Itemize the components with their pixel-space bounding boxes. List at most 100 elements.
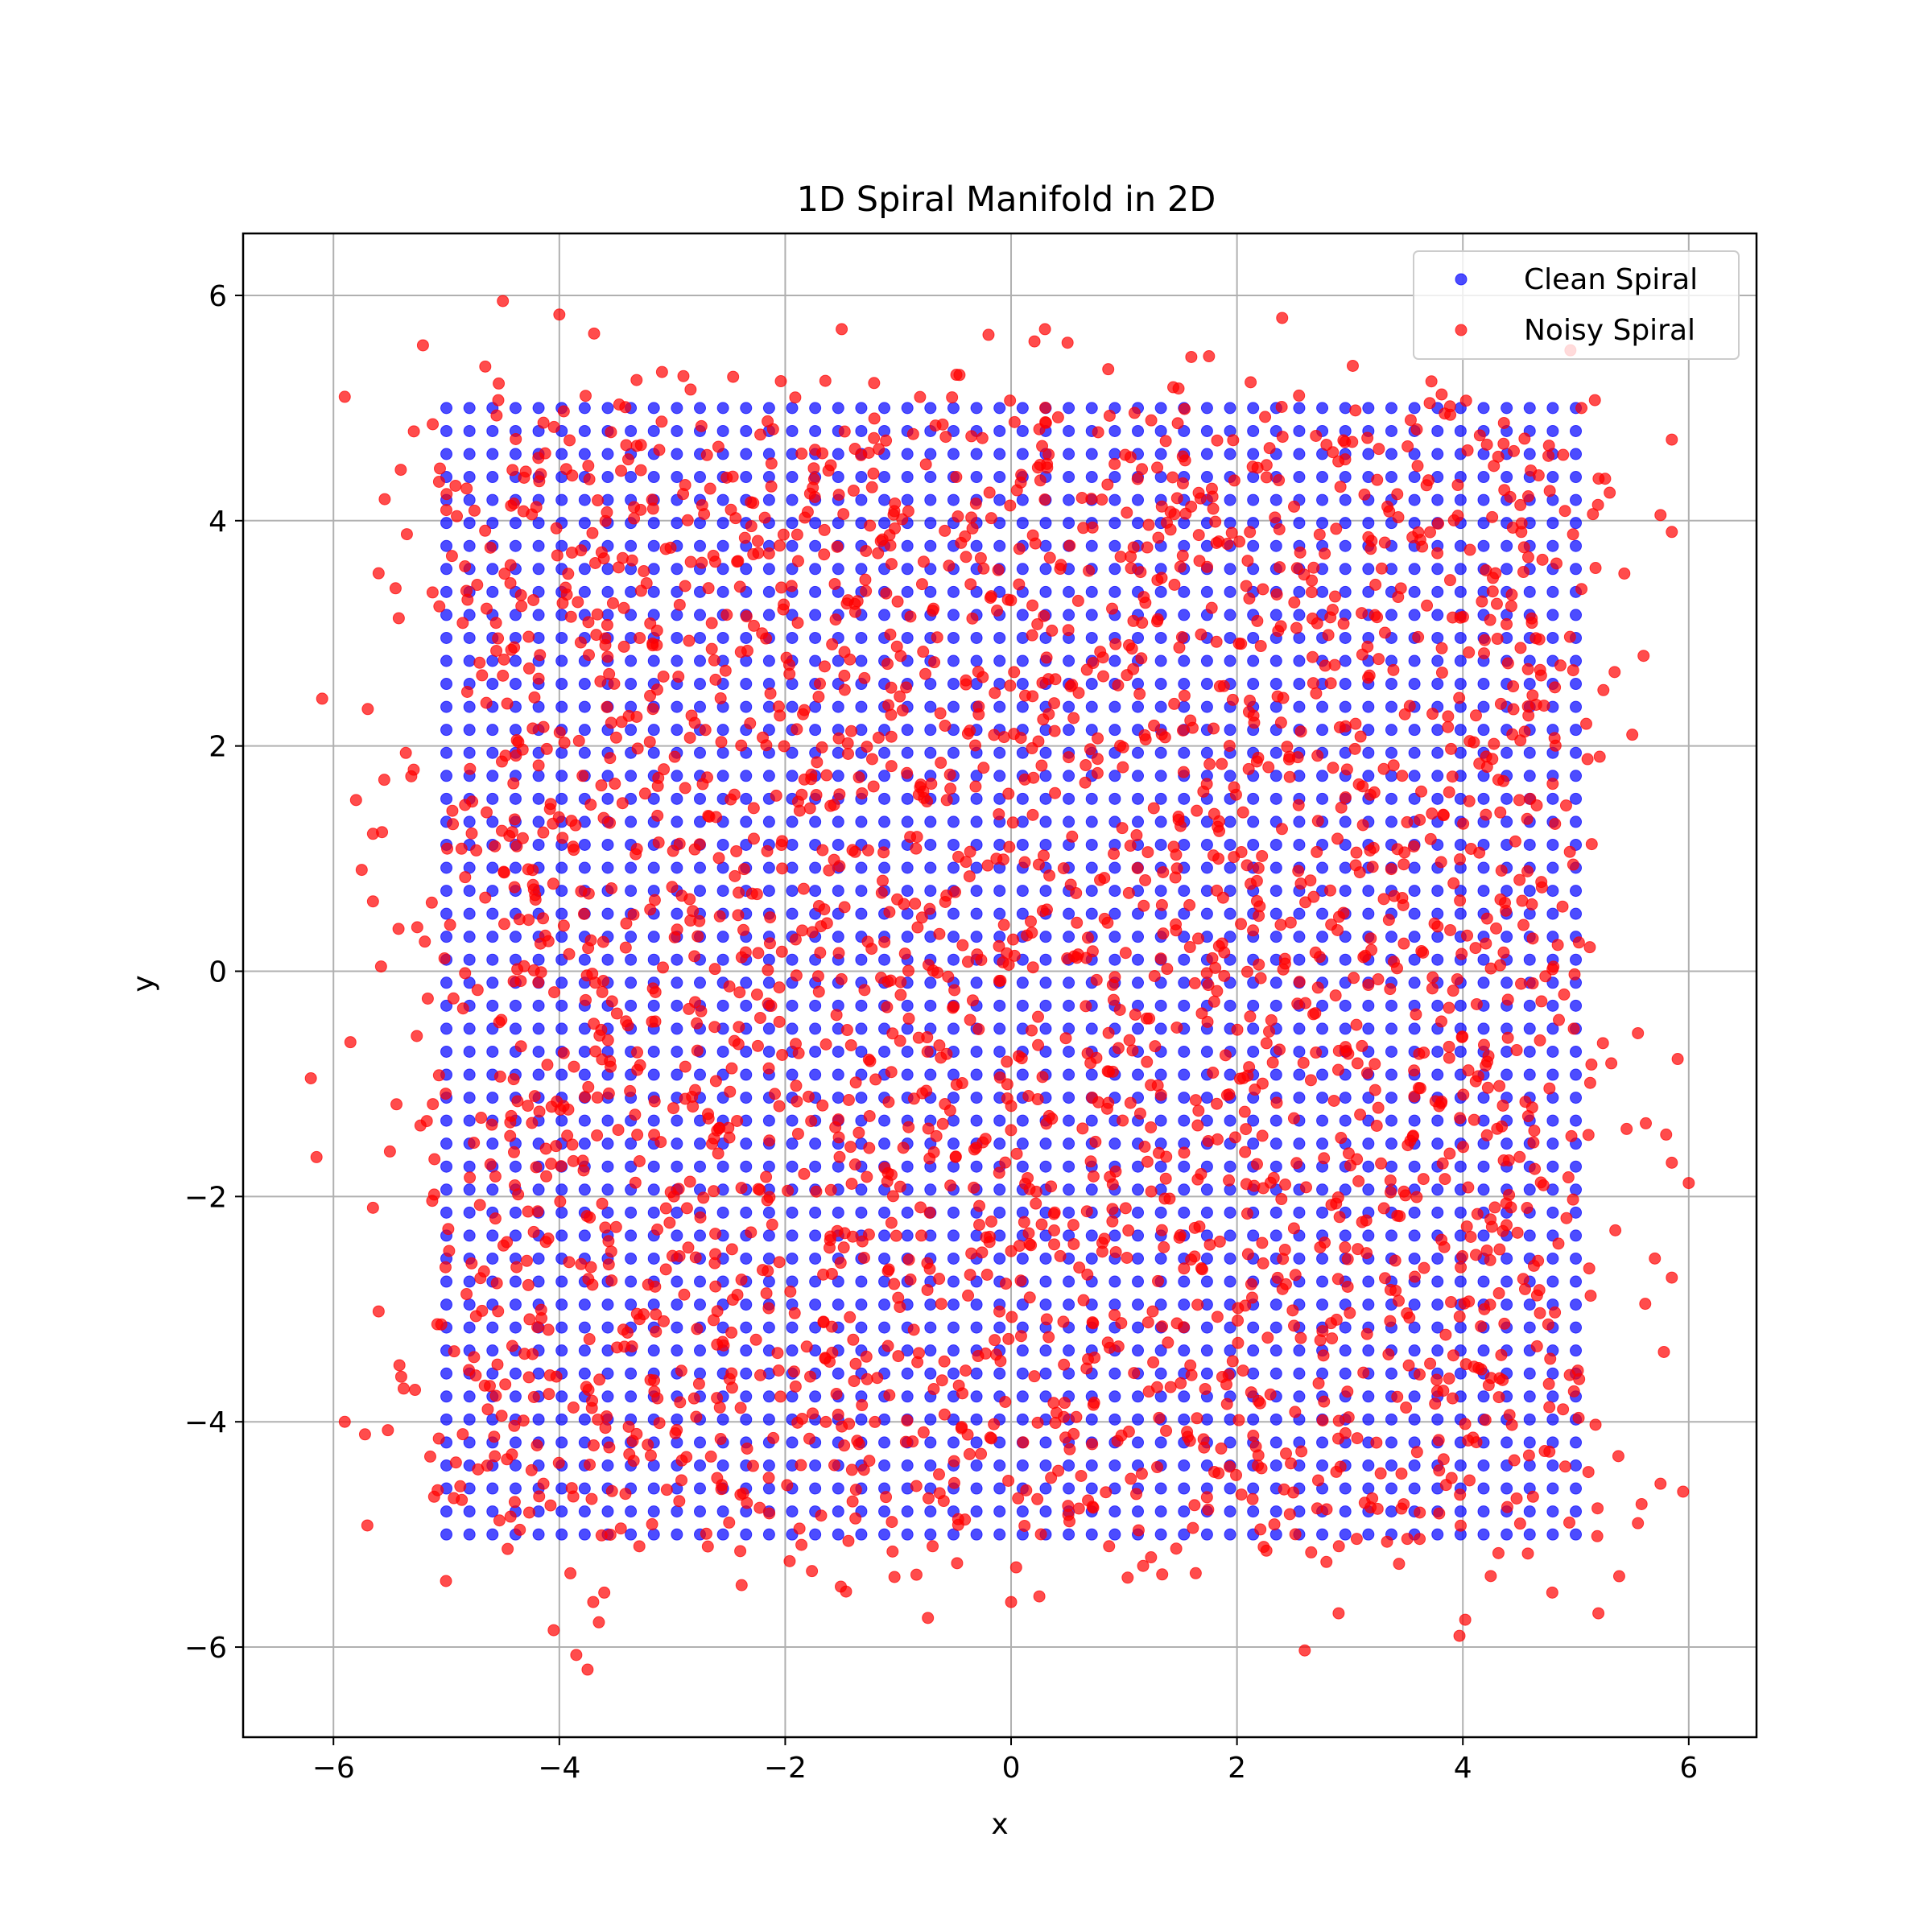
noisy-point bbox=[1098, 872, 1111, 885]
noisy-point bbox=[1233, 535, 1246, 548]
clean-point bbox=[463, 1528, 476, 1541]
noisy-point bbox=[691, 1323, 704, 1335]
noisy-point bbox=[1020, 1484, 1033, 1496]
noisy-point bbox=[1106, 1203, 1119, 1216]
clean-point bbox=[1385, 1114, 1397, 1127]
clean-point bbox=[1132, 976, 1145, 989]
clean-point bbox=[901, 999, 914, 1012]
clean-point bbox=[1523, 770, 1536, 782]
noisy-point bbox=[1543, 485, 1556, 497]
clean-point bbox=[1247, 1045, 1260, 1058]
noisy-point bbox=[1415, 785, 1428, 798]
clean-point bbox=[1570, 792, 1583, 805]
noisy-point bbox=[397, 1382, 410, 1395]
clean-point bbox=[625, 585, 638, 598]
clean-point bbox=[1570, 1114, 1583, 1127]
noisy-point bbox=[1472, 1070, 1484, 1083]
noisy-point bbox=[1207, 1066, 1220, 1079]
clean-point bbox=[1339, 931, 1352, 943]
clean-point bbox=[878, 471, 891, 484]
noisy-point bbox=[1384, 1186, 1397, 1199]
noisy-point bbox=[1459, 1358, 1472, 1371]
clean-point bbox=[1063, 1206, 1075, 1219]
clean-point bbox=[1269, 885, 1282, 898]
noisy-point bbox=[1152, 531, 1165, 544]
noisy-point bbox=[508, 881, 521, 894]
noisy-point bbox=[1521, 812, 1534, 825]
noisy-point bbox=[760, 1287, 773, 1300]
noisy-point bbox=[960, 674, 972, 687]
noisy-point bbox=[1477, 1038, 1490, 1051]
clean-point bbox=[809, 1390, 822, 1403]
noisy-point bbox=[807, 1407, 819, 1420]
noisy-point bbox=[1031, 1416, 1044, 1429]
noisy-point bbox=[1414, 1506, 1426, 1519]
noisy-point bbox=[892, 1291, 905, 1304]
noisy-point bbox=[1557, 1403, 1570, 1416]
clean-point bbox=[716, 517, 729, 530]
noisy-point bbox=[1495, 865, 1508, 877]
noisy-point bbox=[561, 1129, 574, 1142]
clean-point bbox=[947, 1528, 960, 1541]
noisy-point bbox=[512, 1188, 525, 1201]
clean-point bbox=[509, 931, 522, 943]
clean-point bbox=[463, 815, 476, 828]
clean-point bbox=[440, 1206, 453, 1219]
clean-point bbox=[832, 563, 844, 576]
noisy-point bbox=[1519, 1096, 1532, 1108]
noisy-point bbox=[991, 604, 1004, 617]
clean-point bbox=[1293, 953, 1306, 966]
noisy-point bbox=[773, 981, 786, 994]
noisy-point bbox=[464, 1171, 477, 1184]
noisy-point bbox=[1552, 1237, 1565, 1250]
clean-point bbox=[625, 424, 638, 437]
noisy-point bbox=[653, 444, 666, 456]
clean-point bbox=[1039, 1137, 1052, 1150]
noisy-point bbox=[660, 1484, 673, 1496]
noisy-point bbox=[579, 390, 592, 402]
noisy-point bbox=[1414, 1082, 1426, 1095]
clean-point bbox=[1408, 448, 1421, 460]
clean-point bbox=[1224, 1482, 1236, 1495]
clean-point bbox=[1570, 746, 1583, 759]
clean-point bbox=[601, 402, 614, 415]
noisy-point bbox=[1064, 878, 1077, 891]
noisy-point bbox=[1337, 617, 1350, 630]
clean-point bbox=[1200, 1045, 1213, 1058]
clean-point bbox=[1454, 838, 1467, 851]
noisy-point bbox=[526, 1348, 539, 1360]
noisy-point bbox=[1374, 1467, 1387, 1480]
clean-point bbox=[740, 563, 753, 576]
noisy-point bbox=[734, 646, 747, 658]
clean-point bbox=[762, 493, 775, 506]
clean-point bbox=[1085, 792, 1098, 805]
noisy-point bbox=[1426, 982, 1439, 995]
noisy-point bbox=[668, 750, 681, 763]
clean-point bbox=[1224, 609, 1236, 621]
noisy-point bbox=[964, 845, 976, 858]
clean-point bbox=[625, 1252, 638, 1265]
noisy-point bbox=[1391, 488, 1404, 501]
clean-point bbox=[1546, 1367, 1559, 1380]
clean-point bbox=[1316, 1022, 1329, 1035]
clean-point bbox=[1523, 1045, 1536, 1058]
clean-point bbox=[1016, 1252, 1029, 1265]
noisy-point bbox=[875, 886, 888, 899]
noisy-point bbox=[898, 898, 910, 910]
clean-point bbox=[486, 1137, 499, 1150]
noisy-point bbox=[974, 551, 987, 564]
noisy-point bbox=[1340, 763, 1353, 776]
noisy-point bbox=[842, 1093, 855, 1106]
noisy-point bbox=[522, 914, 535, 927]
clean-point bbox=[647, 1528, 660, 1541]
clean-point bbox=[509, 1275, 522, 1288]
noisy-point bbox=[902, 964, 914, 977]
noisy-point bbox=[1437, 1453, 1450, 1466]
noisy-point bbox=[616, 797, 629, 810]
noisy-point bbox=[455, 842, 468, 855]
noisy-point bbox=[1206, 952, 1219, 964]
clean-point bbox=[1431, 424, 1444, 437]
clean-point bbox=[878, 861, 891, 874]
noisy-point bbox=[1211, 1311, 1224, 1323]
noisy-point bbox=[1032, 1038, 1045, 1051]
